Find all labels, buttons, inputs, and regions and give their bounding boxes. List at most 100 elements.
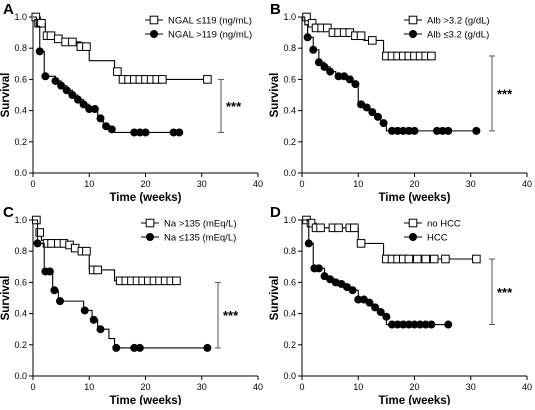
data-point — [74, 95, 82, 104]
data-point — [382, 312, 391, 321]
data-point — [68, 91, 77, 99]
data-point — [33, 239, 42, 248]
y-tick-label: 0.8 — [283, 246, 296, 256]
data-point — [334, 72, 343, 81]
data-point — [309, 45, 318, 54]
y-tick-label: 0.6 — [14, 277, 27, 287]
y-tick-label: 0.2 — [14, 340, 27, 350]
data-point — [96, 114, 105, 123]
y-tick-label: 0.8 — [283, 43, 296, 53]
data-point — [326, 67, 335, 76]
significance-bracket: *** — [215, 281, 239, 349]
chart-panel-b: B 0.0 0.2 0.4 0.6 0.8 1.0 0 10 20 30 40 Time (weeks)… — [269, 1, 532, 204]
y-tick-label: 0.4 — [283, 309, 296, 319]
x-tick-label: 30 — [466, 179, 476, 189]
data-point — [472, 126, 481, 135]
x-tick-label: 20 — [140, 382, 150, 392]
x-axis-title: Time (weeks) — [109, 395, 181, 405]
y-tick-label: 0.0 — [283, 168, 296, 178]
legend-marker — [149, 15, 159, 25]
data-point — [404, 254, 414, 264]
data-point — [441, 254, 450, 264]
x-tick-label: 40 — [522, 382, 532, 392]
data-point — [314, 264, 323, 273]
x-tick-label: 20 — [409, 179, 419, 189]
x-tick-label: 10 — [353, 179, 363, 189]
significance-bracket: *** — [218, 78, 242, 133]
legend-label: Alb ≤3.2 (g/dL) — [427, 30, 489, 41]
y-tick-label: 0.0 — [14, 371, 27, 381]
data-point — [444, 126, 453, 135]
data-point — [368, 108, 377, 117]
chart-panel-d: D 0.0 0.2 0.4 0.6 0.8 1.0 0 10 20 30 40 Time (weeks)… — [269, 204, 532, 407]
data-point — [35, 228, 45, 237]
series-open-square — [32, 215, 181, 286]
data-point — [172, 276, 181, 286]
data-point — [304, 239, 313, 248]
y-tick-label: 0.2 — [14, 137, 27, 147]
y-tick-label: 1.0 — [14, 215, 27, 225]
y-tick-label: 0.6 — [14, 74, 27, 84]
data-point — [113, 67, 122, 76]
legend-marker — [145, 218, 155, 228]
data-point — [169, 128, 178, 137]
data-point — [404, 126, 413, 135]
y-tick-label: 0.4 — [283, 106, 296, 116]
data-point — [368, 36, 377, 45]
data-point — [399, 126, 408, 135]
data-point — [46, 31, 56, 41]
y-axis-title: Survival — [269, 276, 281, 321]
panel-letter-d: D — [270, 204, 281, 221]
data-point — [351, 80, 360, 89]
legend-label: Alb >3.2 (g/dL) — [427, 16, 490, 27]
x-tick-label: 20 — [409, 382, 419, 392]
data-point — [314, 58, 323, 67]
legend-marker — [150, 30, 158, 38]
y-tick-label: 0.8 — [14, 246, 27, 256]
data-point — [57, 81, 66, 90]
data-point — [130, 128, 139, 137]
data-point — [68, 37, 77, 47]
y-tick-label: 1.0 — [283, 215, 296, 225]
data-point — [203, 343, 212, 352]
x-tick-label: 0 — [30, 382, 35, 392]
legend: no HCC HCC — [404, 219, 461, 244]
y-tick-label: 0.2 — [283, 137, 296, 147]
series-filled-circle — [33, 219, 212, 352]
data-point — [388, 320, 396, 329]
data-point — [82, 246, 91, 256]
significance-label: *** — [497, 86, 513, 101]
legend-label: no HCC — [427, 219, 461, 230]
data-point — [62, 86, 71, 95]
x-tick-label: 0 — [299, 382, 304, 392]
data-point — [444, 320, 453, 329]
x-tick-label: 20 — [140, 179, 150, 189]
data-point — [306, 218, 316, 228]
chart-panel-c: C 0.0 0.2 0.4 0.6 0.8 1.0 0 10 20 30 40 Time (weeks)… — [0, 204, 263, 407]
legend-marker — [409, 30, 417, 38]
x-tick-label: 10 — [84, 179, 94, 189]
y-axis-title: Survival — [0, 73, 12, 118]
data-point — [93, 265, 102, 275]
data-point — [56, 297, 64, 306]
data-point — [393, 320, 402, 329]
x-tick-label: 30 — [197, 179, 207, 189]
legend-marker — [409, 233, 417, 241]
panel-letter-a: A — [3, 1, 14, 18]
y-tick-label: 0.6 — [283, 277, 296, 287]
y-tick-label: 0.0 — [14, 168, 27, 178]
series-open-square — [31, 12, 212, 84]
data-point — [96, 325, 105, 334]
legend-label: Na >135 (mEq/L) — [164, 219, 237, 230]
data-point — [362, 103, 371, 112]
data-point — [112, 343, 121, 352]
series-filled-circle — [302, 219, 453, 329]
series-open-square — [302, 215, 481, 264]
data-point — [427, 320, 436, 329]
x-axis-title: Time (weeks) — [378, 395, 450, 405]
significance-bracket: *** — [489, 258, 513, 326]
data-point — [416, 320, 425, 329]
panel-letter-b: B — [270, 1, 281, 18]
data-point — [373, 112, 382, 121]
data-point — [356, 31, 366, 41]
